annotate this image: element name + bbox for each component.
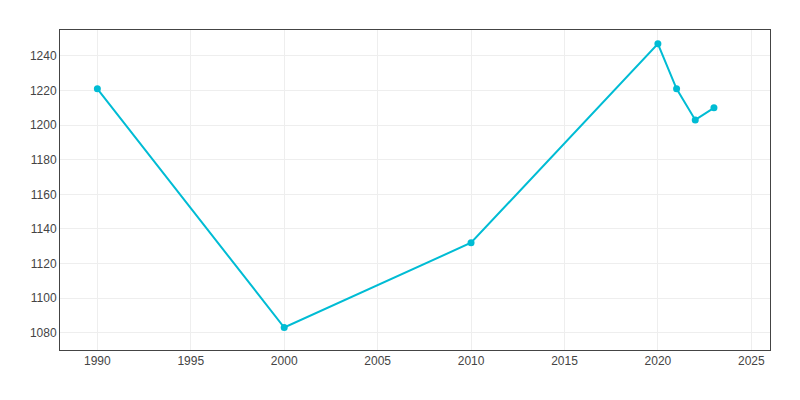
svg-text:2015: 2015	[551, 354, 578, 368]
svg-text:1140: 1140	[31, 222, 57, 236]
svg-text:1160: 1160	[31, 188, 57, 202]
svg-text:1200: 1200	[30, 118, 57, 132]
svg-text:1990: 1990	[84, 354, 111, 368]
svg-text:2025: 2025	[738, 354, 765, 368]
svg-text:1240: 1240	[30, 49, 57, 63]
svg-text:1080: 1080	[30, 326, 57, 340]
svg-text:2005: 2005	[364, 354, 391, 368]
svg-text:1220: 1220	[30, 84, 57, 98]
svg-text:1995: 1995	[177, 354, 204, 368]
svg-text:2020: 2020	[645, 354, 672, 368]
svg-text:2000: 2000	[271, 354, 298, 368]
svg-text:1100: 1100	[31, 291, 57, 305]
svg-text:1180: 1180	[31, 153, 57, 167]
svg-text:1120: 1120	[31, 257, 57, 271]
svg-text:2010: 2010	[458, 354, 485, 368]
